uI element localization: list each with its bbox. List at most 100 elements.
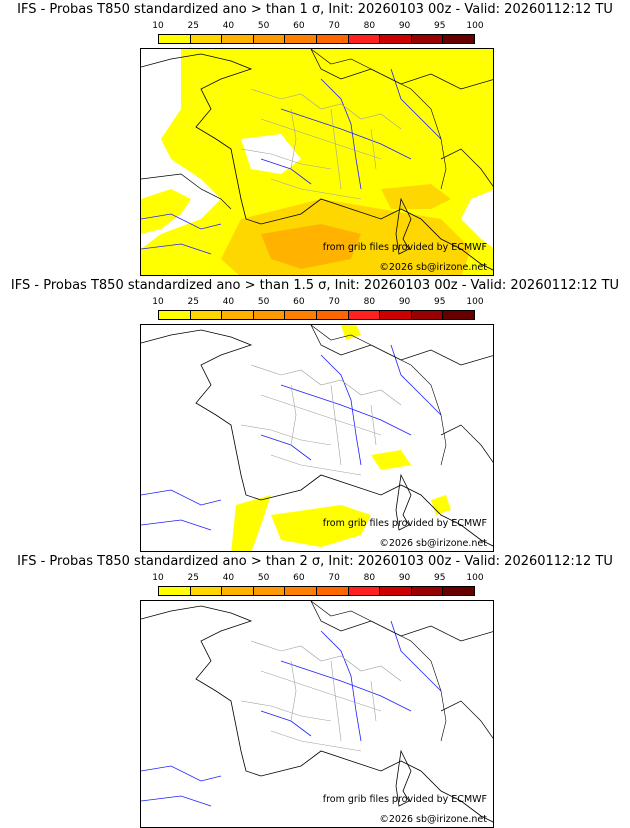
river <box>320 78 362 190</box>
colorbar-segment <box>316 311 349 319</box>
colorbar-tick-label: 25 <box>187 573 199 583</box>
colorbar-segment <box>348 311 381 319</box>
probability-field <box>141 49 493 275</box>
river <box>141 795 212 807</box>
colorbar-tick-label: 70 <box>328 573 340 583</box>
panel-title: IFS - Probas T850 standardized ano > tha… <box>10 278 620 293</box>
country-border <box>310 601 447 742</box>
copyright: ©2026 sb@irizone.net <box>379 262 487 273</box>
colorbar-segment <box>253 311 286 319</box>
river <box>280 384 412 436</box>
map-area: from grib files provided by ECMWF ©2026 … <box>140 600 494 828</box>
colorbar-tick-label: 100 <box>466 297 484 307</box>
colorbar-tick-label: 40 <box>222 21 235 31</box>
river <box>141 489 222 506</box>
map-panel-2: IFS - Probas T850 standardized ano > tha… <box>0 276 630 552</box>
data-credit: from grib files provided by ECMWF <box>322 794 487 805</box>
river <box>260 710 312 737</box>
colorbar-segment <box>190 35 223 43</box>
colorbar <box>158 586 475 596</box>
colorbar-tick-label: 80 <box>363 297 376 307</box>
coastline <box>141 329 493 547</box>
river <box>280 108 412 160</box>
colorbar-segment <box>380 311 412 319</box>
colorbar-tick-label: 90 <box>398 573 411 583</box>
colorbar-tick-label: 100 <box>466 573 484 583</box>
coastline <box>440 148 493 187</box>
colorbar-segment <box>253 35 286 43</box>
colorbar-tick-label: 90 <box>398 297 411 307</box>
colorbar-tick-label: 60 <box>293 21 305 31</box>
colorbar-segment <box>411 35 444 43</box>
river <box>390 68 442 140</box>
colorbar-segment <box>411 311 444 319</box>
colorbar-segment <box>159 587 191 595</box>
river <box>390 620 442 692</box>
colorbar-tick-label: 25 <box>187 21 199 31</box>
colorbar-segment <box>443 587 474 595</box>
river <box>390 344 442 416</box>
map-area: from grib files provided by ECMWF ©2026 … <box>140 324 494 552</box>
panel-title: IFS - Probas T850 standardized ano > tha… <box>17 2 613 17</box>
copyright: ©2026 sb@irizone.net <box>379 538 487 549</box>
colorbar-segment <box>316 35 349 43</box>
colorbar-segment <box>159 35 191 43</box>
coastline <box>395 473 412 531</box>
colorbar-tick-label: 10 <box>152 573 164 583</box>
data-credit: from grib files provided by ECMWF <box>322 242 487 253</box>
map-svg <box>141 325 493 551</box>
colorbar-tick-label: 95 <box>434 297 446 307</box>
river <box>141 213 222 230</box>
country-border <box>310 325 447 466</box>
colorbar-segment <box>411 587 444 595</box>
colorbar-tick-label: 40 <box>222 573 235 583</box>
colorbar-tick-label: 50 <box>257 297 270 307</box>
data-credit: from grib files provided by ECMWF <box>322 518 487 529</box>
coastline <box>141 53 493 271</box>
colorbar-tick-label: 50 <box>257 573 270 583</box>
river <box>260 434 312 461</box>
colorbar-segment <box>253 587 286 595</box>
colorbar-tick-label: 10 <box>152 21 164 31</box>
probability-field <box>231 325 451 551</box>
map-area: from grib files provided by ECMWF ©2026 … <box>140 48 494 276</box>
colorbar-segment <box>348 35 381 43</box>
coastline <box>395 197 412 255</box>
colorbar-segment <box>348 587 381 595</box>
river <box>280 660 412 712</box>
river <box>141 519 212 531</box>
panel-title: IFS - Probas T850 standardized ano > tha… <box>17 554 613 569</box>
river <box>141 765 222 782</box>
colorbar-ticks: 10 25 40 50 60 70 80 90 95 100 <box>152 297 483 309</box>
country-border <box>310 49 447 190</box>
colorbar-segment <box>222 587 254 595</box>
coastline <box>141 605 493 823</box>
colorbar-tick-label: 60 <box>293 297 305 307</box>
colorbar-tick-label: 60 <box>293 573 305 583</box>
coastline <box>310 325 493 366</box>
colorbar-segment <box>222 35 254 43</box>
admin-borders <box>240 88 402 200</box>
colorbar-segment <box>443 311 474 319</box>
colorbar-tick-label: 100 <box>466 21 484 31</box>
colorbar-segment <box>285 587 317 595</box>
colorbar-segment <box>316 587 349 595</box>
river <box>320 630 362 742</box>
colorbar-tick-label: 80 <box>363 573 376 583</box>
coastline <box>310 601 493 642</box>
river <box>141 243 212 255</box>
colorbar <box>158 310 475 320</box>
colorbar-tick-label: 50 <box>257 21 270 31</box>
colorbar-segment <box>222 311 254 319</box>
colorbar-segment <box>285 35 317 43</box>
colorbar-tick-label: 80 <box>363 21 376 31</box>
admin-borders <box>240 640 402 752</box>
river <box>320 354 362 466</box>
colorbar-segment <box>380 35 412 43</box>
colorbar-tick-label: 70 <box>328 297 340 307</box>
coastline <box>440 700 493 739</box>
map-panel-3: IFS - Probas T850 standardized ano > tha… <box>0 552 630 828</box>
coastline <box>395 749 412 807</box>
colorbar-tick-label: 40 <box>222 297 235 307</box>
colorbar-segment <box>380 587 412 595</box>
